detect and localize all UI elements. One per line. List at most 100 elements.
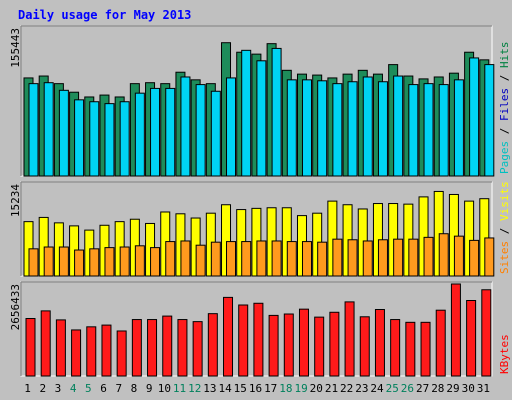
- bar-files-day-14: [226, 77, 237, 177]
- x-tick-day-4: 4: [70, 382, 77, 395]
- x-tick-day-1: 1: [24, 382, 31, 395]
- bar-files-day-18: [286, 79, 297, 177]
- bar-sites-day-5: [89, 248, 100, 277]
- legend-item-files: Files: [498, 88, 511, 121]
- bar-kbytes-day-23: [359, 316, 370, 377]
- legend-separator: /: [498, 121, 511, 141]
- series-sites: [28, 233, 495, 277]
- x-axis: 1 2 3 4 5 6 7 8 9 10 11 12 13 14 15 16 17 18 19 20 21 22 23 24 2…: [24, 382, 490, 395]
- legend-separator: /: [498, 221, 511, 241]
- x-tick-day-22: 22: [340, 382, 353, 395]
- bar-kbytes-day-9: [147, 319, 158, 377]
- chart-panels: 155443 Pages / Files / Hits 15234 Sites / V…: [9, 25, 511, 377]
- bar-files-day-21: [332, 83, 343, 177]
- bar-kbytes-day-3: [55, 319, 66, 377]
- bar-sites-day-10: [165, 241, 176, 277]
- bar-sites-day-2: [43, 246, 54, 277]
- bar-files-day-28: [438, 84, 449, 177]
- bar-sites-day-28: [438, 233, 449, 277]
- bar-kbytes-day-18: [283, 313, 294, 377]
- bar-sites-day-19: [301, 241, 312, 277]
- bar-kbytes-day-26: [405, 321, 416, 377]
- bar-kbytes-day-10: [162, 315, 173, 377]
- bar-sites-day-18: [286, 241, 297, 277]
- bar-sites-day-27: [423, 236, 434, 277]
- bar-sites-day-24: [377, 239, 388, 277]
- bar-files-day-1: [28, 83, 39, 177]
- bar-kbytes-day-17: [268, 314, 279, 377]
- bar-files-day-25: [393, 75, 404, 177]
- bar-kbytes-day-14: [223, 296, 234, 377]
- bar-files-day-20: [317, 80, 328, 177]
- y-max-label: 15234: [9, 184, 22, 217]
- x-tick-day-28: 28: [431, 382, 444, 395]
- bar-sites-day-13: [210, 241, 221, 277]
- bar-sites-day-20: [317, 241, 328, 277]
- bar-files-day-19: [301, 79, 312, 177]
- bar-files-day-10: [165, 87, 176, 177]
- bar-files-day-27: [423, 83, 434, 177]
- bar-files-day-5: [89, 101, 100, 177]
- bar-files-day-29: [453, 79, 464, 177]
- panel-1: 155443 Pages / Files / Hits: [9, 25, 511, 177]
- bar-kbytes-day-1: [25, 318, 36, 377]
- bar-files-day-9: [150, 87, 161, 177]
- bar-kbytes-day-2: [40, 310, 51, 377]
- bar-sites-day-15: [241, 241, 252, 277]
- x-tick-day-3: 3: [55, 382, 62, 395]
- x-tick-day-23: 23: [355, 382, 368, 395]
- bar-kbytes-day-28: [435, 309, 446, 377]
- series-files: [28, 47, 495, 177]
- legend-item-sites: Sites: [498, 241, 511, 274]
- legend-item-visits: Visits: [498, 181, 511, 221]
- bar-kbytes-day-4: [71, 329, 82, 377]
- bar-kbytes-day-8: [131, 319, 142, 377]
- x-tick-day-6: 6: [100, 382, 107, 395]
- bar-sites-day-16: [256, 240, 267, 277]
- x-tick-day-30: 30: [462, 382, 475, 395]
- series-kbytes: [25, 283, 492, 377]
- y-max-label: 155443: [9, 28, 22, 68]
- x-tick-day-31: 31: [477, 382, 490, 395]
- bar-files-day-23: [362, 76, 373, 177]
- bar-files-day-12: [195, 84, 206, 177]
- bar-files-day-15: [241, 49, 252, 177]
- x-tick-day-26: 26: [401, 382, 414, 395]
- legend-text: KBytes: [498, 334, 511, 374]
- bar-sites-day-29: [453, 235, 464, 277]
- bar-sites-day-7: [119, 246, 130, 277]
- bar-files-day-17: [271, 47, 282, 177]
- bar-kbytes-day-19: [298, 308, 309, 377]
- bar-files-day-30: [469, 57, 480, 177]
- legend-separator: /: [498, 68, 511, 88]
- x-tick-day-17: 17: [264, 382, 277, 395]
- bar-kbytes-day-13: [207, 313, 218, 377]
- x-tick-day-7: 7: [115, 382, 122, 395]
- bar-kbytes-day-24: [374, 309, 385, 377]
- bar-sites-day-17: [271, 240, 282, 277]
- x-tick-day-12: 12: [188, 382, 201, 395]
- bar-sites-day-31: [484, 237, 495, 277]
- bar-kbytes-day-29: [450, 283, 461, 377]
- bar-kbytes-day-5: [86, 326, 97, 377]
- x-tick-day-24: 24: [370, 382, 384, 395]
- bar-kbytes-day-12: [192, 321, 203, 377]
- bar-files-day-7: [119, 101, 130, 177]
- bar-sites-day-22: [347, 239, 358, 277]
- bar-kbytes-day-30: [466, 300, 477, 377]
- bar-kbytes-day-22: [344, 301, 355, 377]
- bar-files-day-2: [43, 82, 54, 177]
- bar-files-day-16: [256, 60, 267, 177]
- x-tick-day-21: 21: [325, 382, 338, 395]
- x-tick-day-27: 27: [416, 382, 429, 395]
- bar-kbytes-day-27: [420, 321, 431, 377]
- x-tick-day-2: 2: [39, 382, 46, 395]
- bar-files-day-26: [408, 84, 419, 177]
- x-tick-day-16: 16: [249, 382, 262, 395]
- x-tick-day-5: 5: [85, 382, 92, 395]
- bar-sites-day-11: [180, 240, 191, 277]
- bar-sites-day-9: [150, 247, 161, 277]
- bar-sites-day-30: [469, 239, 480, 277]
